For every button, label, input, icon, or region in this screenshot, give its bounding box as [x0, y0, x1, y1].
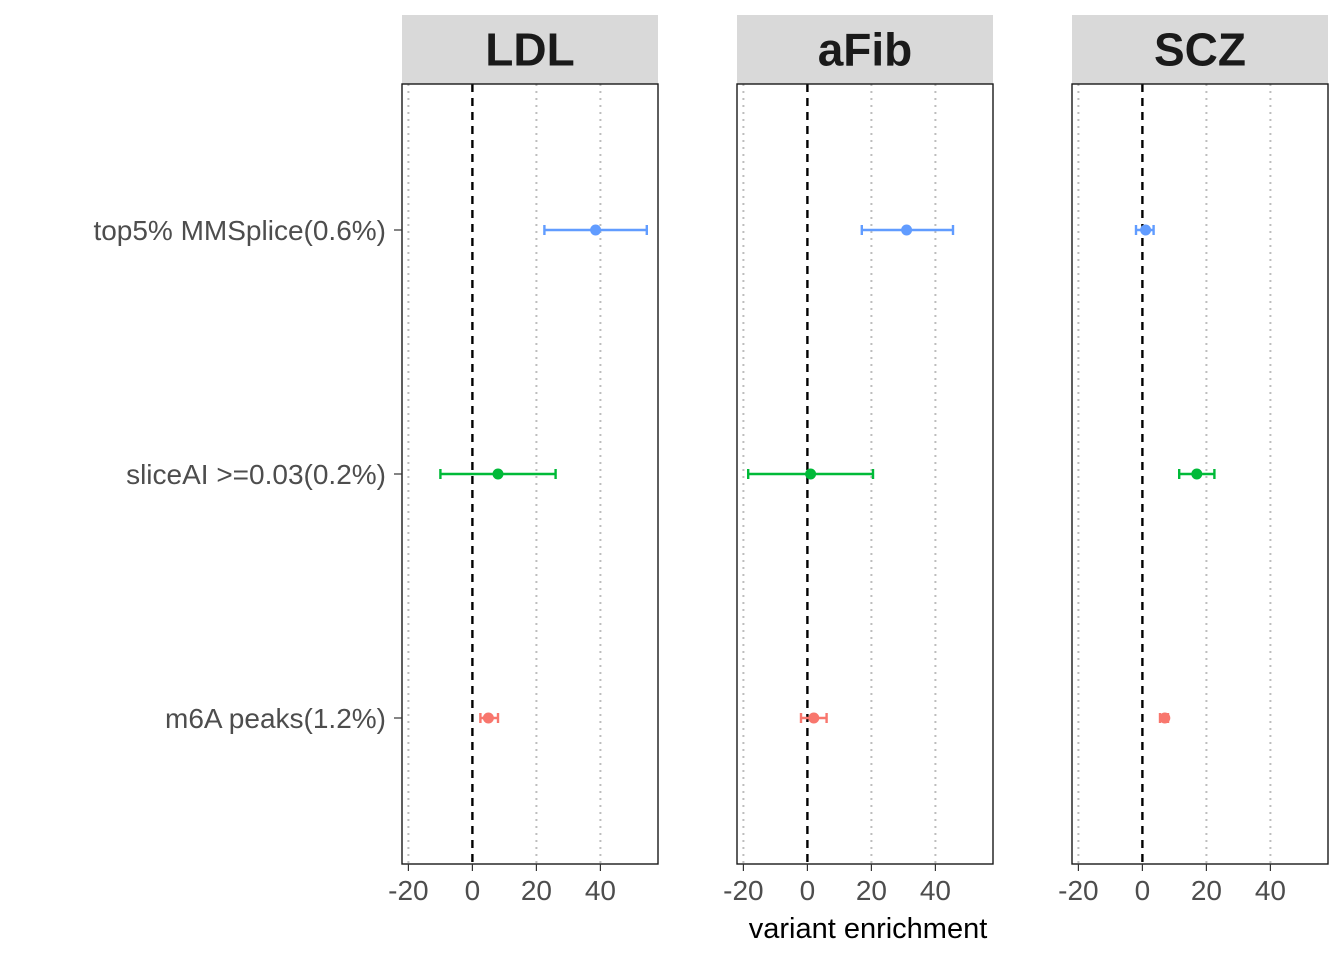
y-tick-label: top5% MMSplice(0.6%)	[93, 215, 386, 246]
estimate-point	[1140, 224, 1152, 236]
y-axis: top5% MMSplice(0.6%) sliceAI >=0.03(0.2%)…	[93, 215, 402, 734]
estimate-point	[805, 468, 817, 480]
facet-strip	[1072, 15, 1328, 84]
facet-panel-scz: SCZ -20 0 20 40	[1058, 15, 1329, 906]
x-tick-label: 40	[920, 875, 951, 906]
x-tick-label: 0	[800, 875, 816, 906]
estimate-point	[1159, 712, 1171, 724]
x-tick-label: 0	[1135, 875, 1151, 906]
x-axis-title: variant enrichment	[749, 913, 988, 945]
facet-strip-title: LDL	[485, 24, 574, 76]
panel-border	[1071, 83, 1329, 865]
estimate-point	[492, 468, 504, 480]
y-tick-label: sliceAI >=0.03(0.2%)	[126, 459, 386, 490]
estimate-point	[482, 712, 494, 724]
x-tick-label: 20	[856, 875, 887, 906]
estimate-point	[808, 712, 820, 724]
estimate-point	[590, 224, 602, 236]
x-tick-label: 40	[1255, 875, 1286, 906]
estimate-point	[1191, 468, 1203, 480]
facet-panel-ldl: LDL -20 0 20 40	[388, 15, 659, 906]
facet-strip	[402, 15, 658, 84]
estimate-point	[901, 224, 913, 236]
panels-layer: LDL -20 0 20 40 aFib -20 0 20 40 SCZ -20 0 20 40	[388, 15, 1329, 906]
x-tick-label: 40	[585, 875, 616, 906]
x-tick-label: 0	[465, 875, 481, 906]
facet-strip-title: SCZ	[1154, 24, 1246, 76]
x-tick-label: 20	[1191, 875, 1222, 906]
x-tick-label: -20	[388, 875, 428, 906]
x-tick-label: -20	[1058, 875, 1098, 906]
facet-strip	[737, 15, 993, 84]
facet-strip-title: aFib	[818, 24, 913, 76]
x-tick-label: -20	[723, 875, 763, 906]
x-tick-label: 20	[521, 875, 552, 906]
facet-panel-afib: aFib -20 0 20 40	[723, 15, 994, 906]
panel-border	[736, 83, 994, 865]
y-tick-label: m6A peaks(1.2%)	[165, 703, 386, 734]
